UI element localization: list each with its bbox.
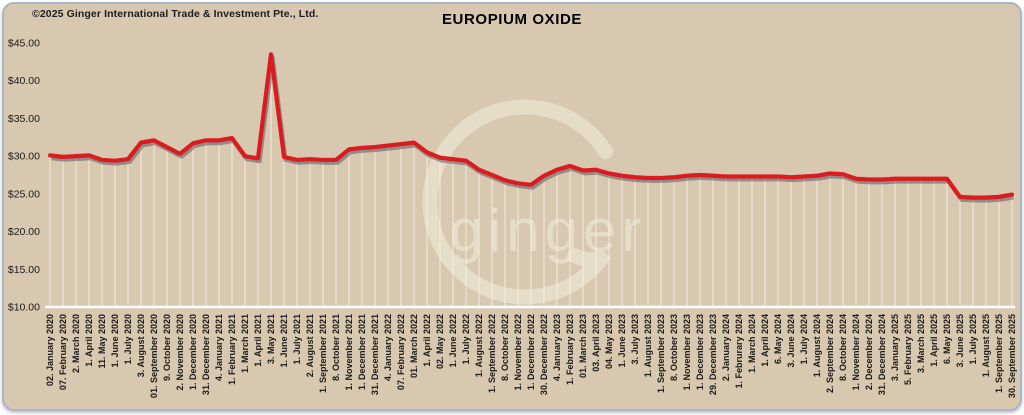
x-tick-label: 1. September 2025 bbox=[994, 314, 1004, 393]
x-tick-label: 1. March 2021 bbox=[240, 314, 250, 373]
y-tick-label: $40.00 bbox=[8, 75, 40, 87]
x-tick-label: 1. December 2022 bbox=[526, 314, 536, 390]
y-tick-label: $20.00 bbox=[8, 226, 40, 238]
x-tick-label: 1. June 2021 bbox=[279, 314, 289, 368]
x-tick-label: 1. April 2022 bbox=[422, 314, 432, 367]
x-tick-label: 2. December 2024 bbox=[864, 314, 874, 390]
x-tick-label: 1. April 2021 bbox=[253, 314, 263, 367]
x-tick-label: 3. July 2023 bbox=[630, 314, 640, 365]
x-tick-label: 1. December 2021 bbox=[357, 314, 367, 390]
x-tick-label: 01. March 2023 bbox=[578, 314, 588, 378]
x-tick-label: 01. March 2022 bbox=[409, 314, 419, 378]
x-tick-label: 3. August 2020 bbox=[136, 314, 146, 377]
x-tick-label: 1. March 2024 bbox=[747, 314, 757, 373]
x-tick-label: 1. July 2025 bbox=[968, 314, 978, 365]
x-tick-label: 31. December 2024 bbox=[877, 314, 887, 395]
x-tick-label: 1. September 2022 bbox=[487, 314, 497, 393]
x-tick-label: 8. October 2021 bbox=[331, 314, 341, 381]
x-tick-label: 01. September 2020 bbox=[149, 314, 159, 398]
x-tick-label: 1. August 2022 bbox=[474, 314, 484, 377]
x-tick-label: 1. September 2023 bbox=[656, 314, 666, 393]
x-tick-label: 1. November 2022 bbox=[513, 314, 523, 391]
x-tick-label: 04. May 2023 bbox=[604, 314, 614, 369]
x-tick-label: 1. November 2023 bbox=[682, 314, 692, 391]
x-tick-label: 07. February 2020 bbox=[58, 314, 68, 390]
x-tick-label: 1. December 2023 bbox=[695, 314, 705, 390]
y-axis-labels: $45.00 $40.00 $35.00 $30.00 $25.00 $20.00 $15.… bbox=[8, 38, 40, 314]
y-tick-label: $25.00 bbox=[8, 188, 40, 200]
x-tick-label: 11. May 2020 bbox=[97, 314, 107, 369]
x-tick-label: 02. January 2020 bbox=[45, 314, 55, 386]
price-line-series bbox=[47, 52, 1015, 200]
x-tick-label: 07. February 2022 bbox=[396, 314, 406, 390]
x-tick-label: 4. January 2023 bbox=[552, 314, 562, 381]
x-tick-label: 1. July 2024 bbox=[799, 314, 809, 365]
x-tick-label: 3. March 2025 bbox=[916, 314, 926, 373]
x-tick-label: 1. April 2020 bbox=[84, 314, 94, 367]
price-line bbox=[47, 52, 1015, 203]
x-tick-label: 1. November 2024 bbox=[851, 314, 861, 391]
x-tick-label: 3. January 2025 bbox=[890, 314, 900, 381]
x-tick-label: 30. September 2025 bbox=[1007, 314, 1017, 398]
x-tick-label: 31. December 2020 bbox=[201, 314, 211, 395]
x-tick-label: 6. May 2025 bbox=[942, 314, 952, 364]
x-tick-label: 1. July 2020 bbox=[123, 314, 133, 365]
x-tick-label: 9. October 2020 bbox=[162, 314, 172, 381]
x-tick-label: 8. October 2023 bbox=[669, 314, 679, 381]
x-tick-label: 3. May 2021 bbox=[266, 314, 276, 364]
x-tick-label: 1. September 2021 bbox=[318, 314, 328, 393]
drop-lines bbox=[49, 56, 1013, 307]
x-axis-labels: 02. January 2020 07. February 2020 2. Marc… bbox=[45, 314, 1017, 398]
x-tick-label: 3. June 2025 bbox=[955, 314, 965, 368]
x-tick-label: 1. February 2023 bbox=[565, 314, 575, 385]
x-tick-label: 1. February 2021 bbox=[227, 314, 237, 385]
x-tick-label: 6. May 2024 bbox=[773, 314, 783, 364]
watermark-logo: ginger bbox=[422, 99, 641, 305]
price-line-shadow bbox=[51, 55, 1014, 203]
x-tick-label: 1. August 2024 bbox=[812, 314, 822, 377]
x-tick-label: 1. April 2024 bbox=[760, 314, 770, 367]
x-tick-label: 4. January 2022 bbox=[383, 314, 393, 381]
x-tick-label: 8. October 2024 bbox=[838, 314, 848, 381]
x-tick-label: 2. August 2021 bbox=[305, 314, 315, 377]
y-tick-label: $15.00 bbox=[8, 264, 40, 276]
x-tick-label: 8. October 2022 bbox=[500, 314, 510, 381]
x-tick-label: 1. July 2021 bbox=[292, 314, 302, 365]
copyright-notice: ©2025 Ginger International Trade & Inves… bbox=[32, 8, 319, 20]
x-tick-label: 1. June 2023 bbox=[617, 314, 627, 368]
x-tick-label: 1. April 2025 bbox=[929, 314, 939, 367]
x-tick-label: 2. March 2020 bbox=[71, 314, 81, 373]
x-tick-label: 02. May 2022 bbox=[435, 314, 445, 369]
y-tick-label: $45.00 bbox=[8, 38, 40, 50]
x-tick-label: 03. April 2023 bbox=[591, 314, 601, 372]
x-tick-label: 1. June 2020 bbox=[110, 314, 120, 368]
x-tick-label: 31. December 2021 bbox=[370, 314, 380, 395]
x-tick-label: 2. September 2024 bbox=[825, 314, 835, 393]
x-tick-label: 2. November 2020 bbox=[175, 314, 185, 391]
y-tick-label: $10.00 bbox=[8, 302, 40, 314]
x-tick-label: 1. August 2023 bbox=[643, 314, 653, 377]
x-tick-label: 30. December 2022 bbox=[539, 314, 549, 395]
y-tick-label: $35.00 bbox=[8, 113, 40, 125]
x-tick-label: 4. January 2021 bbox=[214, 314, 224, 381]
x-tick-label: 1. Februrary 2024 bbox=[734, 314, 744, 389]
x-tick-label: 1. June 2022 bbox=[448, 314, 458, 368]
chart-title: EUROPIUM OXIDE bbox=[441, 11, 583, 28]
x-tick-label: 3. June 2024 bbox=[786, 314, 796, 368]
x-tick-label: 5. February 2025 bbox=[903, 314, 913, 385]
x-tick-label: 1. August 2025 bbox=[981, 314, 991, 377]
x-tick-label: 1. December 2020 bbox=[188, 314, 198, 390]
y-tick-label: $30.00 bbox=[8, 151, 40, 163]
x-tick-label: 1. July 2022 bbox=[461, 314, 471, 365]
x-tick-label: 1. November 2021 bbox=[344, 314, 354, 391]
x-tick-label: 2. January 2024 bbox=[721, 314, 731, 381]
x-tick-label: 29. December 2023 bbox=[708, 314, 718, 395]
